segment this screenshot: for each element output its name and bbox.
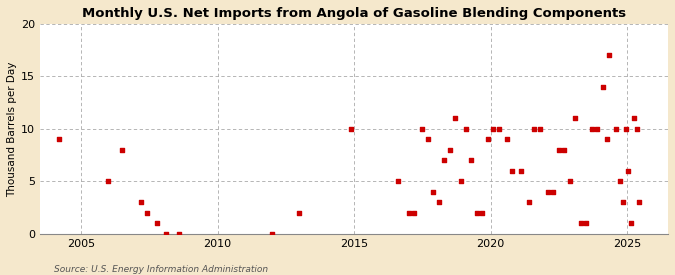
Point bbox=[543, 190, 554, 194]
Text: Source: U.S. Energy Information Administration: Source: U.S. Energy Information Administ… bbox=[54, 265, 268, 274]
Point bbox=[409, 211, 420, 215]
Point bbox=[529, 127, 540, 131]
Point bbox=[620, 127, 631, 131]
Point bbox=[502, 137, 512, 142]
Point bbox=[634, 200, 645, 205]
Point bbox=[54, 137, 65, 142]
Point bbox=[472, 211, 483, 215]
Point bbox=[455, 179, 466, 184]
Point bbox=[152, 221, 163, 226]
Point bbox=[628, 116, 639, 121]
Point bbox=[477, 211, 488, 215]
Point bbox=[403, 211, 414, 215]
Point bbox=[141, 211, 152, 215]
Point bbox=[444, 148, 455, 152]
Point bbox=[559, 148, 570, 152]
Point bbox=[450, 116, 460, 121]
Point bbox=[392, 179, 403, 184]
Point bbox=[417, 127, 428, 131]
Point bbox=[523, 200, 534, 205]
Point bbox=[615, 179, 626, 184]
Point bbox=[507, 169, 518, 173]
Point bbox=[174, 232, 185, 236]
Point bbox=[626, 221, 637, 226]
Point bbox=[160, 232, 171, 236]
Point bbox=[493, 127, 504, 131]
Point bbox=[488, 127, 499, 131]
Point bbox=[515, 169, 526, 173]
Point bbox=[592, 127, 603, 131]
Point bbox=[548, 190, 559, 194]
Point bbox=[604, 53, 615, 57]
Point bbox=[117, 148, 128, 152]
Point bbox=[570, 116, 580, 121]
Point bbox=[460, 127, 471, 131]
Title: Monthly U.S. Net Imports from Angola of Gasoline Blending Components: Monthly U.S. Net Imports from Angola of … bbox=[82, 7, 626, 20]
Point bbox=[623, 169, 634, 173]
Point bbox=[433, 200, 444, 205]
Point bbox=[428, 190, 439, 194]
Point bbox=[554, 148, 564, 152]
Point bbox=[564, 179, 575, 184]
Point bbox=[423, 137, 433, 142]
Y-axis label: Thousand Barrels per Day: Thousand Barrels per Day bbox=[7, 61, 17, 197]
Point bbox=[466, 158, 477, 163]
Point bbox=[535, 127, 545, 131]
Point bbox=[611, 127, 622, 131]
Point bbox=[580, 221, 591, 226]
Point bbox=[597, 85, 608, 89]
Point bbox=[439, 158, 450, 163]
Point bbox=[586, 127, 597, 131]
Point bbox=[483, 137, 493, 142]
Point bbox=[136, 200, 146, 205]
Point bbox=[618, 200, 628, 205]
Point bbox=[103, 179, 114, 184]
Point bbox=[575, 221, 586, 226]
Point bbox=[346, 127, 357, 131]
Point bbox=[601, 137, 612, 142]
Point bbox=[267, 232, 277, 236]
Point bbox=[294, 211, 305, 215]
Point bbox=[631, 127, 642, 131]
